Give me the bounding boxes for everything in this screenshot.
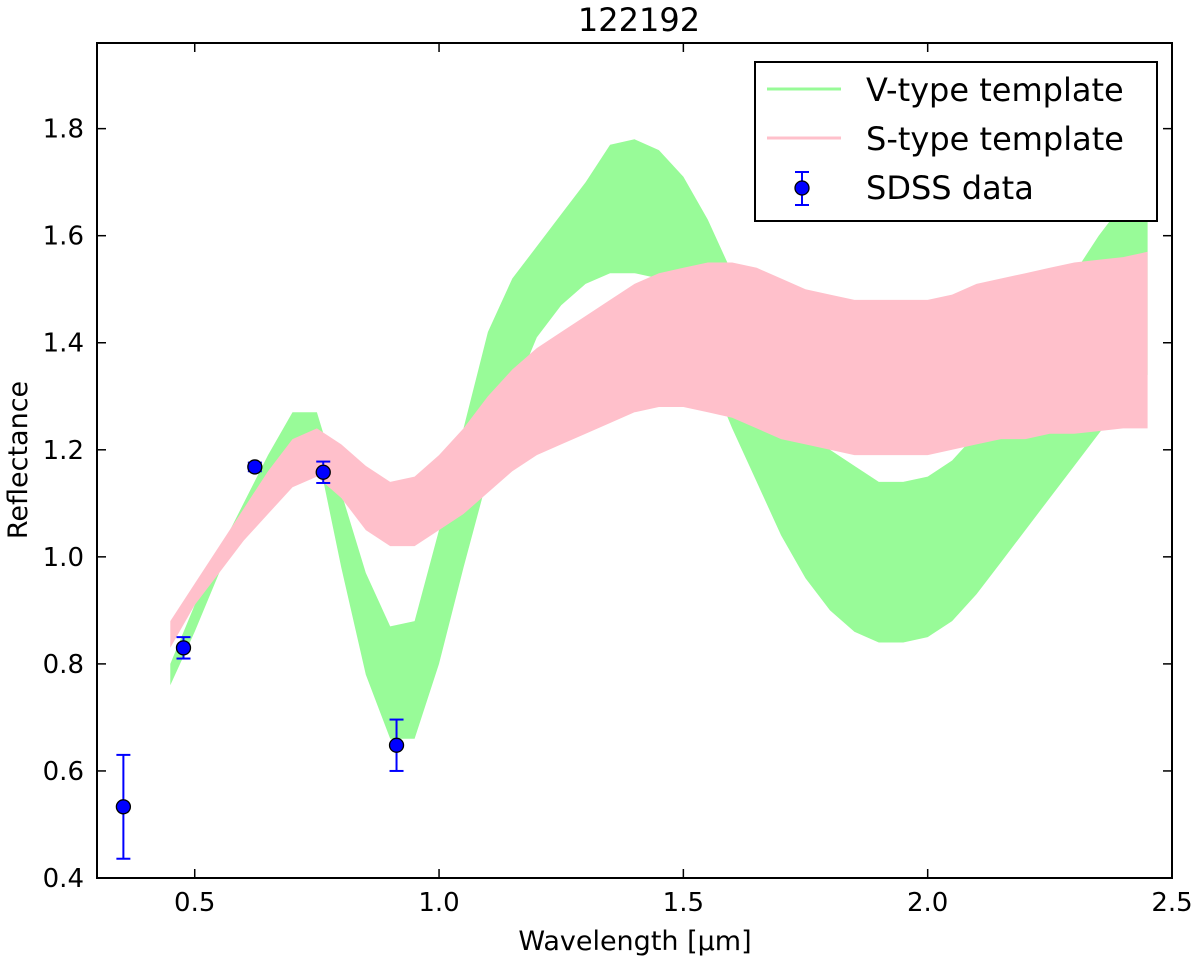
y-tick-label: 1.0 (43, 543, 84, 573)
x-axis-label: Wavelength [μm] (518, 926, 751, 957)
data-point (175, 636, 192, 660)
chart-title: 122192 (578, 1, 700, 39)
y-axis-label: Reflectance (3, 381, 34, 539)
x-tick-label: 0.5 (174, 888, 215, 918)
template-bands (170, 139, 1148, 739)
legend: V-type template S-type template SDSS dat… (754, 61, 1158, 222)
y-tick-label: 1.8 (43, 115, 84, 145)
y-tick-label: 1.6 (43, 222, 84, 252)
y-tick-label: 0.8 (43, 650, 84, 680)
x-tick-label: 1.5 (663, 888, 704, 918)
plot-frame (96, 42, 1173, 879)
y-tick-label: 0.4 (43, 864, 84, 894)
x-tick-label: 2.5 (1151, 888, 1192, 918)
x-tick-label: 2.0 (907, 888, 948, 918)
y-tick-label: 1.4 (43, 329, 84, 359)
data-point (247, 459, 263, 475)
y-tick-label: 1.2 (43, 436, 84, 466)
sdss-data-points (115, 459, 405, 860)
y-tick-label: 0.6 (43, 757, 84, 787)
band-v-type (170, 139, 1148, 739)
legend-swatch-sdss (794, 171, 810, 206)
band-s-type (170, 251, 1148, 648)
x-tick-label: 1.0 (418, 888, 459, 918)
legend-label-v-type: V-type template (866, 71, 1124, 109)
legend-label-s-type: S-type template (866, 120, 1124, 158)
data-point (115, 753, 132, 860)
axes: 0.5 1.0 1.5 2.0 2.5 0.4 0.6 0.8 1.0 1.2 1.4 1.6 1.8 (43, 42, 1193, 918)
data-point (388, 718, 405, 772)
data-point (315, 460, 331, 484)
legend-label-sdss: SDSS data (866, 169, 1034, 207)
